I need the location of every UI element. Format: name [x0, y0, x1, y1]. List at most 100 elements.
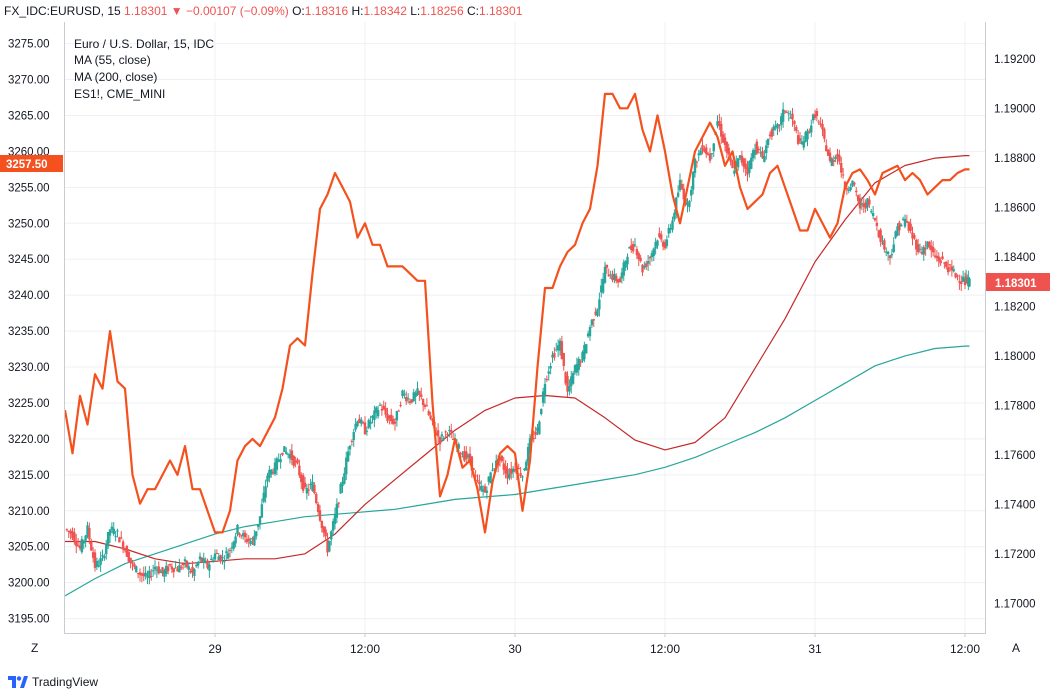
candle-body	[459, 452, 462, 455]
candle-body	[457, 444, 460, 449]
candle-body	[73, 532, 76, 542]
candle-body	[474, 475, 477, 477]
axis-button-right-box[interactable]	[1003, 638, 1029, 658]
candle-body	[725, 141, 729, 153]
candle-body	[382, 405, 385, 410]
candle-body	[888, 255, 892, 259]
candle-body	[686, 203, 689, 206]
candle-body	[273, 462, 277, 475]
ma55-line	[65, 155, 970, 565]
candle-body	[363, 422, 367, 435]
candle-body	[547, 371, 550, 374]
candle-body	[823, 128, 826, 139]
candle-body	[200, 557, 204, 562]
axis-button-right[interactable]: A	[1003, 638, 1029, 658]
right-y-tick-label: 1.18800	[994, 153, 1036, 165]
candle-body	[144, 572, 147, 577]
chart-header: FX_IDC:EURUSD, 15 1.18301 ▼ −0.00107 (−0…	[0, 0, 1050, 22]
candle-body	[395, 411, 399, 421]
candle-body	[365, 430, 369, 432]
candle-body	[796, 135, 800, 144]
candle-body	[376, 410, 380, 417]
candle-body	[783, 110, 787, 112]
candle-body	[198, 556, 202, 560]
candle-body	[410, 399, 414, 403]
axis-button-right-label[interactable]: A	[1012, 641, 1020, 655]
candle-body	[958, 281, 961, 283]
candle-body	[202, 558, 205, 562]
axis-button-left[interactable]: Z	[22, 638, 48, 658]
candle-body	[418, 390, 421, 395]
candle-body	[127, 551, 130, 562]
candle-body	[442, 437, 445, 439]
candle-body	[333, 514, 337, 525]
candle-body	[313, 484, 316, 494]
candle-body	[693, 158, 697, 174]
candle-body	[708, 153, 712, 161]
candle-body	[142, 573, 145, 577]
candle-body	[840, 162, 843, 173]
legend-ma200[interactable]: MA (200, close)	[74, 70, 157, 84]
candle-body	[253, 535, 256, 546]
candle-body	[343, 473, 346, 484]
legend-ma55[interactable]: MA (55, close)	[74, 53, 151, 67]
candle-body	[446, 434, 449, 436]
candle-body	[129, 557, 132, 563]
axis-button-left-label[interactable]: Z	[31, 641, 38, 655]
candle-body	[213, 553, 217, 560]
candle-body	[491, 469, 494, 471]
candle-body	[266, 475, 269, 482]
symbol-label[interactable]: FX_IDC:EURUSD, 15	[4, 4, 121, 18]
candle-body	[543, 383, 547, 397]
candle-body	[862, 203, 865, 207]
tradingview-brand[interactable]: TradingView	[32, 675, 99, 689]
close-value: 1.18301	[478, 4, 523, 18]
candle-body	[881, 242, 884, 244]
candle-body	[573, 365, 577, 373]
candle-body	[420, 394, 423, 398]
legend-main[interactable]: Euro / U.S. Dollar, 15, IDC	[74, 37, 214, 51]
candle-body	[367, 419, 370, 428]
candle-body	[408, 401, 412, 403]
candle-body	[140, 573, 144, 576]
candle-body	[337, 502, 340, 504]
tradingview-logo-icon[interactable]	[8, 676, 28, 688]
candle-body	[922, 247, 925, 255]
left-y-tick-label: 3240.00	[8, 290, 50, 302]
candle-body	[545, 379, 549, 381]
candle-body	[950, 266, 954, 271]
right-y-tick-label: 1.17800	[994, 400, 1036, 412]
candle-body	[815, 110, 819, 117]
candle-body	[71, 531, 74, 539]
candle-body	[346, 451, 350, 462]
candle-body	[616, 279, 620, 283]
candle-body	[652, 248, 655, 257]
candle-body	[435, 432, 438, 436]
candle-body	[901, 218, 905, 220]
candle-body	[318, 510, 322, 521]
candle-body	[331, 521, 335, 531]
axis-button-left-box[interactable]	[22, 638, 48, 658]
candle-body	[101, 555, 104, 557]
candle-body	[240, 535, 243, 537]
candle-body	[228, 550, 232, 552]
candle-body	[661, 241, 665, 247]
candle-body	[935, 255, 939, 259]
right-y-ticks: 1.17000 1.17200 1.17400 1.17600 1.17800 1.180…	[994, 54, 1036, 610]
candle-body	[112, 528, 115, 535]
candle-body	[579, 361, 582, 363]
candle-body	[712, 143, 715, 152]
candle-body	[873, 218, 877, 221]
candle-body	[926, 241, 929, 248]
candle-body	[828, 152, 832, 161]
candle-body	[928, 241, 931, 248]
legend-es[interactable]: ES1!, CME_MINI	[74, 87, 165, 101]
candle-body	[851, 180, 854, 187]
left-y-tick-label: 3265.00	[8, 110, 50, 122]
candle-body	[110, 526, 114, 530]
candle-body	[761, 151, 764, 159]
candle-body	[939, 260, 942, 264]
candle-body	[528, 438, 532, 454]
candle-body	[510, 468, 513, 474]
